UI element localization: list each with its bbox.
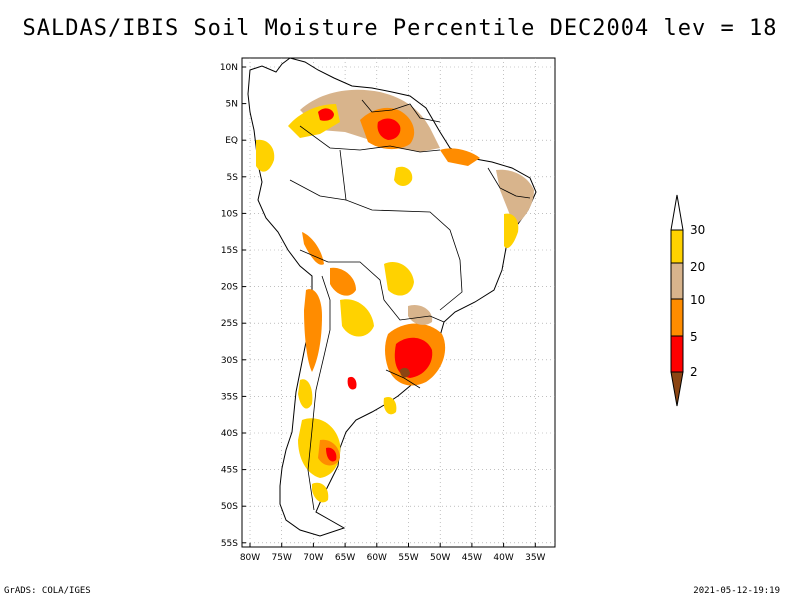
lon-label: 40W	[493, 553, 513, 563]
colorbar-swatch-30	[670, 229, 684, 264]
shade-ne-yellow	[504, 213, 519, 249]
lat-label: 25S	[221, 319, 238, 329]
map-title: SALDAS/IBIS Soil Moisture Percentile DEC…	[22, 16, 778, 41]
shade-south-red	[394, 337, 433, 378]
shade-north-red-2	[318, 108, 334, 121]
shade-south-brown	[400, 367, 410, 378]
lon-label: 65W	[335, 553, 355, 563]
lon-label: 55W	[398, 553, 418, 563]
footer-timestamp: 2021-05-12-19:19	[693, 586, 780, 596]
lat-label: 10S	[221, 209, 238, 219]
shade-patagonia-red	[326, 447, 337, 462]
shade-ne-tan	[496, 169, 534, 226]
lon-label: 75W	[272, 553, 292, 563]
longitude-labels: 80W 75W 70W 65W 60W 55W 50W 45W 40W 35W	[240, 543, 546, 563]
shade-andes-yellow	[298, 379, 313, 409]
colorbar-upper-triangle	[670, 194, 684, 231]
lon-label: 70W	[303, 553, 323, 563]
country-borders	[289, 99, 531, 511]
colorbar-swatch-5	[670, 335, 684, 373]
lat-label: 50S	[221, 502, 238, 512]
shade-patagonia-south	[312, 482, 329, 503]
shade-south-yellow	[408, 304, 433, 325]
colorbar-label-10: 10	[690, 293, 705, 307]
lat-label: 40S	[221, 429, 238, 439]
colorbar-swatch-20	[670, 262, 684, 300]
colorbar-label-30: 30	[690, 223, 705, 237]
shade-ne-yellow-2	[394, 166, 413, 186]
colorbar: 30 20 10 5 2	[670, 194, 705, 407]
lat-label: 15S	[221, 246, 238, 256]
shade-west-orange	[302, 232, 324, 265]
lon-label: 80W	[240, 553, 260, 563]
colorbar-label-20: 20	[690, 260, 705, 274]
latitude-labels: 10N 5N EQ 5S 10S 15S 20S 25S 30S 35S 40S 45S 50S 55S	[220, 63, 246, 549]
anomaly-shading	[256, 89, 534, 503]
shade-pampas-red	[347, 376, 357, 390]
shade-pampas-yellow	[383, 396, 397, 415]
lon-label: 50W	[430, 553, 450, 563]
lat-label: 55S	[221, 539, 238, 549]
lon-label: 45W	[462, 553, 482, 563]
lat-label: 30S	[221, 356, 238, 366]
lat-label: 10N	[220, 63, 238, 73]
colorbar-swatch-10	[670, 298, 684, 337]
south-america-outline	[247, 57, 537, 537]
lat-label: 5N	[226, 100, 238, 110]
footer-credit: GrADS: COLA/IGES	[4, 586, 91, 596]
colorbar-label-5: 5	[690, 330, 698, 344]
shade-andes-orange	[304, 289, 322, 372]
lon-label: 60W	[367, 553, 387, 563]
lat-label: 45S	[221, 466, 238, 476]
colorbar-label-2: 2	[690, 365, 698, 379]
shade-central-orange	[330, 267, 356, 296]
shade-north-red	[377, 118, 401, 140]
shade-west-yellow	[256, 139, 275, 172]
lat-label: EQ	[225, 136, 238, 146]
lat-label: 35S	[221, 392, 238, 402]
lat-label: 20S	[221, 283, 238, 293]
shade-central-yellow	[384, 262, 414, 296]
shade-chaco-orange	[340, 299, 374, 337]
colorbar-lower-triangle	[670, 371, 684, 407]
shade-ne-orange	[440, 148, 480, 166]
lat-label: 5S	[227, 173, 239, 183]
lon-label: 35W	[525, 553, 545, 563]
